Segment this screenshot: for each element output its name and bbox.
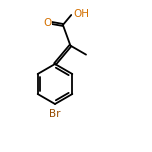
Text: Br: Br — [49, 109, 61, 119]
Text: O: O — [43, 18, 51, 28]
Text: OH: OH — [73, 9, 89, 19]
